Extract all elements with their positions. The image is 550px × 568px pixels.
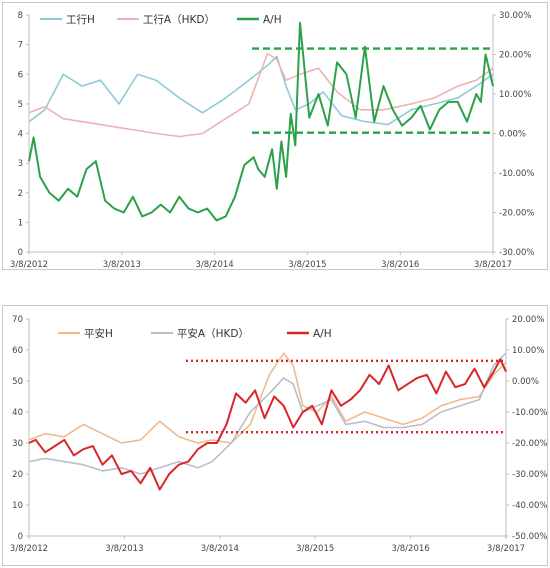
y-left-tick-label: 1 bbox=[18, 218, 23, 228]
series-line-2 bbox=[28, 21, 494, 222]
series-line-0 bbox=[28, 352, 507, 444]
y-right-tick-label: 30.00% bbox=[499, 11, 531, 21]
chart-icbc-ah: 0 1 2 3 4 5 6 7 8 30.00% 20.00% 10.00% 0.00% -10.00% -… bbox=[0, 0, 550, 272]
x-tick-label: 3/8/2017 bbox=[487, 544, 525, 554]
y-right-tick-label: 10.00% bbox=[512, 346, 544, 356]
legend-label-1: 平安A（HKD） bbox=[177, 327, 249, 340]
y-right-tick-label: -10.00% bbox=[499, 169, 534, 179]
y-left-tick-label: 3 bbox=[18, 159, 23, 169]
legend-label-0: 平安H bbox=[84, 327, 113, 340]
x-tick-label: 3/8/2014 bbox=[201, 544, 239, 554]
legend-label-1: 工行A（HKD） bbox=[143, 13, 215, 26]
y-right-tick-label: -40.00% bbox=[512, 501, 547, 511]
x-tick-label: 3/8/2015 bbox=[288, 260, 326, 270]
y-left-tick-label: 50 bbox=[12, 377, 23, 387]
x-tick-label: 3/8/2012 bbox=[10, 544, 48, 554]
series-line-0 bbox=[28, 55, 494, 126]
y-left-tick-label: 5 bbox=[18, 100, 23, 110]
legend-label-0: 工行H bbox=[66, 13, 95, 26]
x-tick-label: 3/8/2017 bbox=[474, 260, 512, 270]
y-right-tick-label: -20.00% bbox=[499, 209, 534, 219]
x-tick-label: 3/8/2013 bbox=[105, 544, 143, 554]
chart-pingan-svg: 0 10 20 30 40 50 60 70 20.00% 10.00% 0.00% -10.00% -… bbox=[10, 315, 548, 554]
y-right-tick-label: -20.00% bbox=[512, 439, 547, 449]
y-right-tick-label: 20.00% bbox=[512, 315, 544, 325]
y-right-tick-label: 0.00% bbox=[512, 377, 539, 387]
y-left-tick-label: 30 bbox=[12, 439, 23, 449]
y-right-tick-label: -30.00% bbox=[499, 248, 534, 258]
y-left-tick-label: 40 bbox=[12, 408, 23, 418]
series-line-1 bbox=[28, 352, 507, 475]
series-line-1 bbox=[28, 52, 494, 138]
y-left-tick-label: 10 bbox=[12, 501, 23, 511]
chart-icbc-svg: 0 1 2 3 4 5 6 7 8 30.00% 20.00% 10.00% 0.00% -10.00% -… bbox=[10, 11, 535, 270]
y-right-tick-label: 20.00% bbox=[499, 51, 531, 61]
legend-label-2: A/H bbox=[263, 14, 282, 26]
y-left-tick-label: 0 bbox=[18, 248, 23, 258]
y-right-tick-label: 10.00% bbox=[499, 90, 531, 100]
y-left-tick-label: 8 bbox=[18, 11, 23, 21]
y-left-tick-label: 0 bbox=[18, 532, 23, 542]
chart-border bbox=[2, 305, 548, 566]
chart-border bbox=[2, 2, 548, 270]
chart-pingan-ah: 0 10 20 30 40 50 60 70 20.00% 10.00% 0.00% -10.00% -… bbox=[0, 303, 550, 568]
x-tick-label: 3/8/2012 bbox=[10, 260, 48, 270]
x-tick-label: 3/8/2016 bbox=[392, 544, 430, 554]
legend-label-2: A/H bbox=[313, 328, 332, 340]
y-left-tick-label: 2 bbox=[18, 189, 23, 199]
y-left-tick-label: 70 bbox=[12, 315, 23, 325]
y-right-tick-label: -50.00% bbox=[512, 532, 547, 542]
y-right-tick-label: -10.00% bbox=[512, 408, 547, 418]
y-right-tick-label: 0.00% bbox=[499, 130, 526, 140]
y-left-tick-label: 20 bbox=[12, 470, 23, 480]
y-left-tick-label: 6 bbox=[18, 70, 23, 80]
x-tick-label: 3/8/2013 bbox=[103, 260, 141, 270]
series-line-2 bbox=[28, 358, 507, 491]
y-right-tick-label: -30.00% bbox=[512, 470, 547, 480]
x-tick-label: 3/8/2014 bbox=[196, 260, 234, 270]
y-left-tick-label: 7 bbox=[18, 41, 23, 51]
x-tick-label: 3/8/2015 bbox=[296, 544, 334, 554]
y-left-tick-label: 60 bbox=[12, 346, 23, 356]
x-tick-label: 3/8/2016 bbox=[381, 260, 419, 270]
y-left-tick-label: 4 bbox=[18, 130, 23, 140]
